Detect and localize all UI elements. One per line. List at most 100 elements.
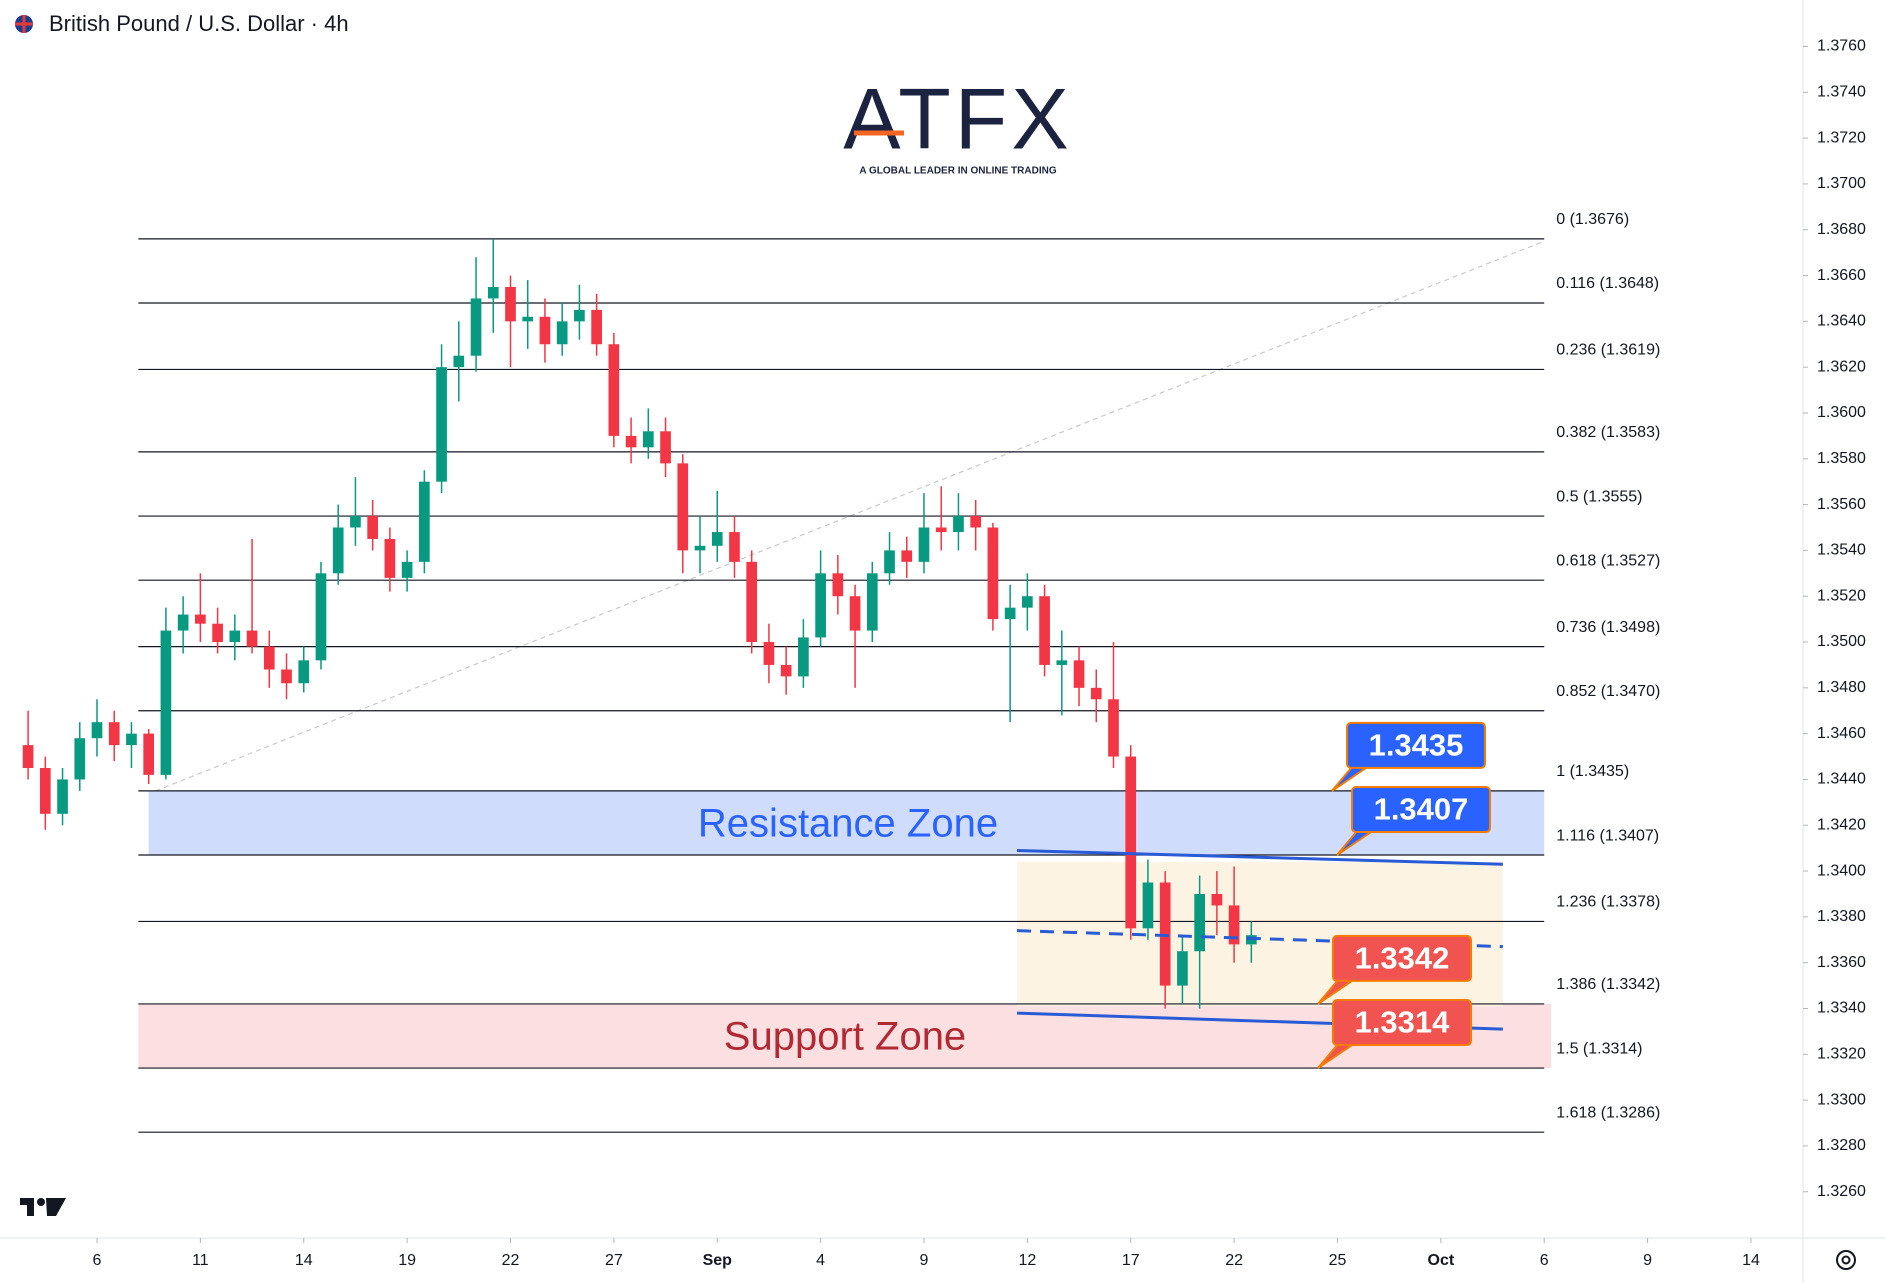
zone xyxy=(148,790,1545,856)
candle-body xyxy=(126,733,137,746)
fib-label: 0.382 (1.3583) xyxy=(1556,424,1660,441)
callout-box xyxy=(1332,999,1472,1047)
candle-body xyxy=(1073,660,1085,688)
candle-body xyxy=(246,630,258,647)
y-tick-label: 1.3420 xyxy=(1817,816,1866,833)
callout-label: 1.3435 xyxy=(1369,728,1464,763)
x-tick-label: 25 xyxy=(1329,1252,1347,1269)
y-tick-label: 1.3300 xyxy=(1817,1091,1866,1108)
settings-icon[interactable] xyxy=(1836,1250,1856,1270)
price-callout: 1.3342 xyxy=(1317,934,1472,1005)
candle-body xyxy=(74,738,86,780)
candle-body xyxy=(1194,893,1205,952)
candle-body xyxy=(625,435,637,448)
y-tick-label: 1.3580 xyxy=(1817,450,1866,467)
x-tick-label: 22 xyxy=(502,1252,520,1269)
candle-body xyxy=(1022,596,1033,608)
tradingview-logo xyxy=(20,1198,66,1216)
y-tick-label: 1.3340 xyxy=(1817,1000,1866,1017)
fib-label: 0.736 (1.3498) xyxy=(1556,619,1660,636)
y-tick-label: 1.3540 xyxy=(1817,542,1866,559)
candle-body xyxy=(1228,905,1240,945)
fib-label: 1 (1.3435) xyxy=(1556,763,1629,780)
candle-body xyxy=(884,550,895,574)
y-tick-label: 1.3280 xyxy=(1817,1137,1866,1154)
x-tick-label: Oct xyxy=(1428,1252,1455,1269)
x-tick-label: 14 xyxy=(295,1252,313,1269)
y-tick-label: 1.3740 xyxy=(1817,84,1866,101)
fib-label: 0.236 (1.3619) xyxy=(1556,342,1660,359)
candle-body xyxy=(453,355,465,368)
price-callout: 1.3314 xyxy=(1317,999,1472,1069)
candle-body xyxy=(419,481,430,562)
candle-body xyxy=(763,642,775,665)
y-tick-label: 1.3560 xyxy=(1817,496,1866,513)
y-tick-label: 1.3680 xyxy=(1817,221,1866,238)
y-tick-label: 1.3380 xyxy=(1817,908,1866,925)
candle-body xyxy=(39,767,51,814)
candle-body xyxy=(281,669,292,684)
candle-body xyxy=(901,550,913,562)
fib-label: 1.5 (1.3314) xyxy=(1556,1040,1642,1057)
flag-cross xyxy=(15,15,33,33)
candle-body xyxy=(401,561,413,578)
fib-label: 0.5 (1.3555) xyxy=(1556,488,1642,505)
callout-box xyxy=(1332,934,1472,982)
zone-label: Resistance Zone xyxy=(698,802,998,846)
candle-body xyxy=(487,286,499,299)
y-tick-label: 1.3480 xyxy=(1817,679,1866,696)
callout-label: 1.3342 xyxy=(1355,941,1450,976)
candle-body xyxy=(660,431,671,464)
fib-label: 0.852 (1.3470) xyxy=(1556,683,1660,700)
candle-body xyxy=(1039,596,1050,665)
logo-name: ATFX xyxy=(843,72,1072,168)
callout-label: 1.3407 xyxy=(1374,792,1469,827)
candle-body xyxy=(522,316,534,322)
candle-body xyxy=(1108,699,1119,757)
settings-icon-core[interactable] xyxy=(1841,1255,1851,1265)
y-tick-label: 1.3440 xyxy=(1817,771,1866,788)
x-tick-label: 19 xyxy=(398,1252,416,1269)
candle-body xyxy=(1090,687,1102,700)
candle-body xyxy=(298,660,310,684)
candle-body xyxy=(367,516,379,539)
fib-label: 1.116 (1.3407) xyxy=(1556,827,1659,844)
logo-tagline: A GLOBAL LEADER IN ONLINE TRADING xyxy=(859,166,1056,177)
candle-body xyxy=(143,733,155,775)
candle-body xyxy=(108,722,120,746)
y-tick-label: 1.3760 xyxy=(1817,38,1866,55)
candle-body xyxy=(22,745,34,768)
x-tick-label: 9 xyxy=(920,1252,929,1269)
callout-box xyxy=(1346,721,1486,769)
candle-body xyxy=(332,527,344,574)
candle-body xyxy=(677,463,689,551)
zone xyxy=(138,1003,1552,1069)
candle-body xyxy=(556,321,568,345)
candle-body xyxy=(91,722,103,739)
candle-body xyxy=(350,516,361,528)
candle-body xyxy=(815,573,826,638)
price-callout: 1.3407 xyxy=(1336,786,1491,856)
candle-body xyxy=(195,614,206,624)
candle-body xyxy=(1125,756,1137,929)
candle-body xyxy=(935,527,947,533)
candle-body xyxy=(780,664,792,677)
y-tick-label: 1.3620 xyxy=(1817,358,1866,375)
callout-box xyxy=(1351,786,1491,834)
y-tick-label: 1.3600 xyxy=(1817,404,1866,421)
candle-body xyxy=(436,367,447,482)
candle-body xyxy=(470,298,482,356)
y-tick-label: 1.3360 xyxy=(1817,954,1866,971)
candle-body xyxy=(970,516,982,528)
channel-middle xyxy=(1016,929,1503,949)
candle-body xyxy=(953,516,964,533)
atfx-logo: ATFX A GLOBAL LEADER IN ONLINE TRADING xyxy=(843,72,1072,177)
x-tick-label: 22 xyxy=(1225,1252,1243,1269)
candle-body xyxy=(57,779,68,814)
candle-body xyxy=(315,573,327,661)
fib-label: 1.618 (1.3286) xyxy=(1556,1104,1660,1121)
settings-button[interactable] xyxy=(1836,1250,1856,1270)
candle-body xyxy=(1004,607,1016,620)
candle-body xyxy=(918,527,930,562)
